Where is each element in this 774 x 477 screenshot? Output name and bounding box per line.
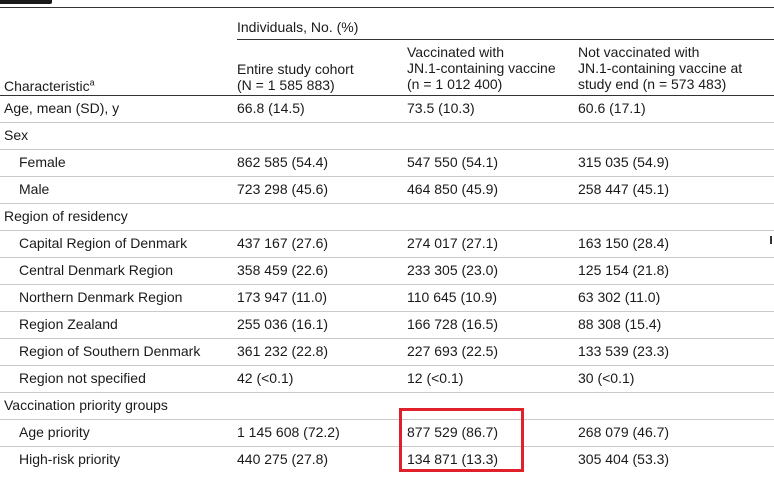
cell-vaccinated: 110 645 (10.9) (407, 289, 498, 305)
table-row: Male 723 298 (45.6) 464 850 (45.9) 258 4… (0, 177, 774, 204)
cell-not-vaccinated: 88 308 (15.4) (578, 316, 662, 332)
table-row: High-risk priority 440 275 (27.8) 134 87… (0, 447, 774, 474)
row-label: Capital Region of Denmark (19, 235, 188, 251)
top-rule (0, 7, 774, 8)
cell-entire-cohort: 361 232 (22.8) (237, 343, 329, 359)
table-row: Capital Region of Denmark 437 167 (27.6)… (0, 231, 774, 258)
column-header-label: Characteristic (4, 78, 90, 94)
cell-entire-cohort: 358 459 (22.6) (237, 262, 329, 278)
top-edge-fragment (0, 0, 52, 4)
cell-vaccinated: 877 529 (86.7) (407, 424, 499, 440)
row-label: Male (19, 181, 50, 197)
cell-entire-cohort: 440 275 (27.8) (237, 451, 329, 467)
table-row: Age priority 1 145 608 (72.2) 877 529 (8… (0, 420, 774, 447)
row-label: Region Zealand (19, 316, 118, 332)
cell-not-vaccinated: 163 150 (28.4) (578, 235, 670, 251)
row-label: Age, mean (SD), y (4, 100, 120, 116)
table-row: Region Zealand 255 036 (16.1) 166 728 (1… (0, 312, 774, 339)
column-header-vaccinated: Vaccinated with JN.1-containing vaccine … (407, 44, 556, 92)
row-label: Northern Denmark Region (19, 289, 183, 305)
cell-vaccinated: 227 693 (22.5) (407, 343, 499, 359)
table-row: Central Denmark Region 358 459 (22.6) 23… (0, 258, 774, 285)
cell-not-vaccinated: 268 079 (46.7) (578, 424, 670, 440)
cell-entire-cohort: 437 167 (27.6) (237, 235, 329, 251)
table-row: Northern Denmark Region 173 947 (11.0) 1… (0, 285, 774, 312)
row-label: Region of Southern Denmark (19, 343, 201, 359)
cell-vaccinated: 166 728 (16.5) (407, 316, 499, 332)
column-header-entire-cohort: Entire study cohort (N = 1 585 883) (237, 61, 354, 93)
cell-entire-cohort: 42 (<0.1) (237, 370, 294, 386)
group-header: Individuals, No. (%) (237, 19, 359, 35)
cell-not-vaccinated: 315 035 (54.9) (578, 154, 670, 170)
cell-not-vaccinated: 125 154 (21.8) (578, 262, 670, 278)
table-row: Female 862 585 (54.4) 547 550 (54.1) 315… (0, 150, 774, 177)
cell-not-vaccinated: 60.6 (17.1) (578, 100, 646, 116)
row-label: Female (19, 154, 66, 170)
section-label: Sex (4, 127, 29, 143)
cell-vaccinated: 73.5 (10.3) (407, 100, 475, 116)
table-body: Age, mean (SD), y 66.8 (14.5) 73.5 (10.3… (0, 96, 774, 474)
highlight-box (399, 408, 524, 472)
footnote-marker: a (89, 77, 95, 88)
table-row-section: Sex (0, 123, 774, 150)
section-label: Vaccination priority groups (4, 397, 168, 413)
cell-vaccinated: 134 871 (13.3) (407, 451, 499, 467)
cell-not-vaccinated: 133 539 (23.3) (578, 343, 670, 359)
cell-vaccinated: 12 (<0.1) (407, 370, 464, 386)
cell-not-vaccinated: 305 404 (53.3) (578, 451, 670, 467)
cell-entire-cohort: 173 947 (11.0) (237, 289, 328, 305)
section-label: Region of residency (4, 208, 128, 224)
cell-vaccinated: 274 017 (27.1) (407, 235, 499, 251)
row-label: Region not specified (19, 370, 146, 386)
table-row-section: Vaccination priority groups (0, 393, 774, 420)
edge-mark (770, 236, 772, 244)
table-row: Region of Southern Denmark 361 232 (22.8… (0, 339, 774, 366)
cell-entire-cohort: 723 298 (45.6) (237, 181, 329, 197)
cell-entire-cohort: 255 036 (16.1) (237, 316, 329, 332)
cell-entire-cohort: 862 585 (54.4) (237, 154, 329, 170)
row-label: High-risk priority (19, 451, 121, 467)
table-row-section: Region of residency (0, 204, 774, 231)
cell-vaccinated: 464 850 (45.9) (407, 181, 499, 197)
cell-not-vaccinated: 258 447 (45.1) (578, 181, 670, 197)
table-row: Region not specified 42 (<0.1) 12 (<0.1)… (0, 366, 774, 393)
cell-vaccinated: 547 550 (54.1) (407, 154, 499, 170)
row-label: Age priority (19, 424, 90, 440)
column-header-characteristic: Characteristica (4, 78, 95, 94)
cell-entire-cohort: 66.8 (14.5) (237, 100, 305, 116)
group-rule (237, 39, 774, 40)
cell-not-vaccinated: 30 (<0.1) (578, 370, 635, 386)
cell-vaccinated: 233 305 (23.0) (407, 262, 499, 278)
cell-not-vaccinated: 63 302 (11.0) (578, 289, 661, 305)
row-label: Central Denmark Region (19, 262, 174, 278)
table-row: Age, mean (SD), y 66.8 (14.5) 73.5 (10.3… (0, 96, 774, 123)
column-header-not-vaccinated: Not vaccinated with JN.1-containing vacc… (578, 44, 743, 92)
cell-entire-cohort: 1 145 608 (72.2) (237, 424, 340, 440)
header-rule (0, 95, 774, 96)
